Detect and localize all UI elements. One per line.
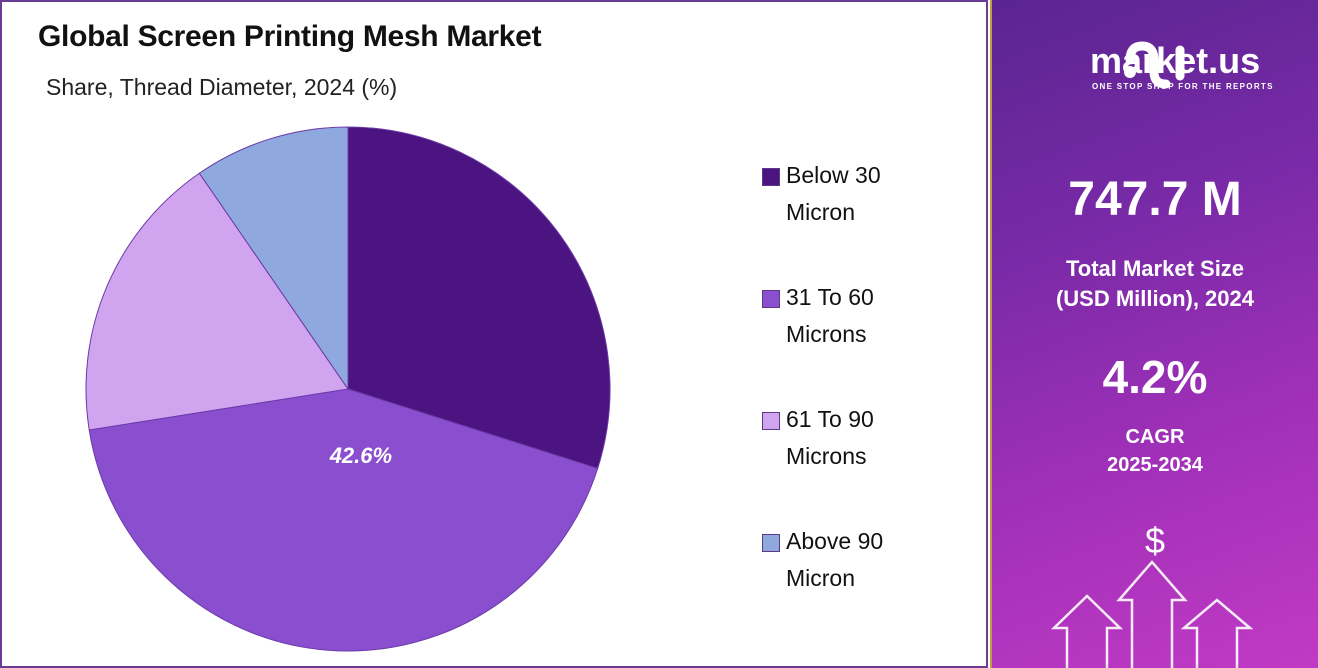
pie-slice-0 — [347, 126, 611, 470]
legend-swatch — [762, 168, 780, 186]
legend-label: 61 To 90 Microns — [786, 401, 956, 475]
brand-tagline: ONE STOP SHOP FOR THE REPORTS — [1092, 82, 1274, 91]
market-size-value: 747.7 M — [1068, 173, 1242, 226]
legend-label-line: 31 To 60 — [786, 284, 874, 310]
pie-slice-2 — [85, 172, 349, 431]
pie-slice-3 — [198, 126, 349, 391]
legend-swatch — [762, 534, 780, 552]
legend-label: Below 30 Micron — [786, 157, 956, 231]
brand-name: market.us — [1090, 40, 1261, 81]
chart-title: Global Screen Printing Mesh Market — [38, 20, 542, 53]
market-us-logo: market.us ONE STOP SHOP FOR THE REPORTS — [1012, 40, 1302, 91]
legend-swatch — [762, 412, 780, 430]
pie-chart: 42.6% — [85, 126, 611, 652]
legend-label-line: Micron — [786, 565, 856, 591]
pie-slice-1 — [88, 388, 599, 652]
cagr-label: CAGR — [1125, 426, 1185, 448]
market-size-unit: (USD Million), 2024 — [1055, 286, 1255, 311]
legend-label-line: Below 30 — [786, 162, 881, 188]
growth-arrows-icon — [1050, 560, 1254, 668]
legend-label-line: 61 To 90 — [786, 406, 874, 432]
legend-swatch — [762, 290, 780, 308]
cagr-period: 2025-2034 — [1107, 454, 1203, 476]
data-label: 42.6% — [329, 443, 392, 468]
chart-subtitle: Share, Thread Diameter, 2024 (%) — [46, 74, 398, 100]
logo-icon — [1124, 41, 1185, 89]
market-size-label: Total Market Size — [1065, 256, 1245, 281]
legend-label: Above 90 Micron — [786, 523, 956, 597]
chart-panel: Global Screen Printing Mesh Market Share… — [0, 0, 988, 668]
cagr-value: 4.2% — [1102, 351, 1208, 403]
summary-panel: market.us ONE STOP SHOP FOR THE REPORTS … — [990, 0, 1318, 668]
legend-label-line: Micron — [786, 199, 856, 225]
legend-label: 31 To 60 Microns — [786, 279, 956, 353]
legend-label-line: Microns — [786, 443, 867, 469]
legend-label-line: Above 90 — [786, 528, 884, 554]
dollar-icon: $ — [1144, 520, 1166, 561]
legend-label-line: Microns — [786, 321, 867, 347]
